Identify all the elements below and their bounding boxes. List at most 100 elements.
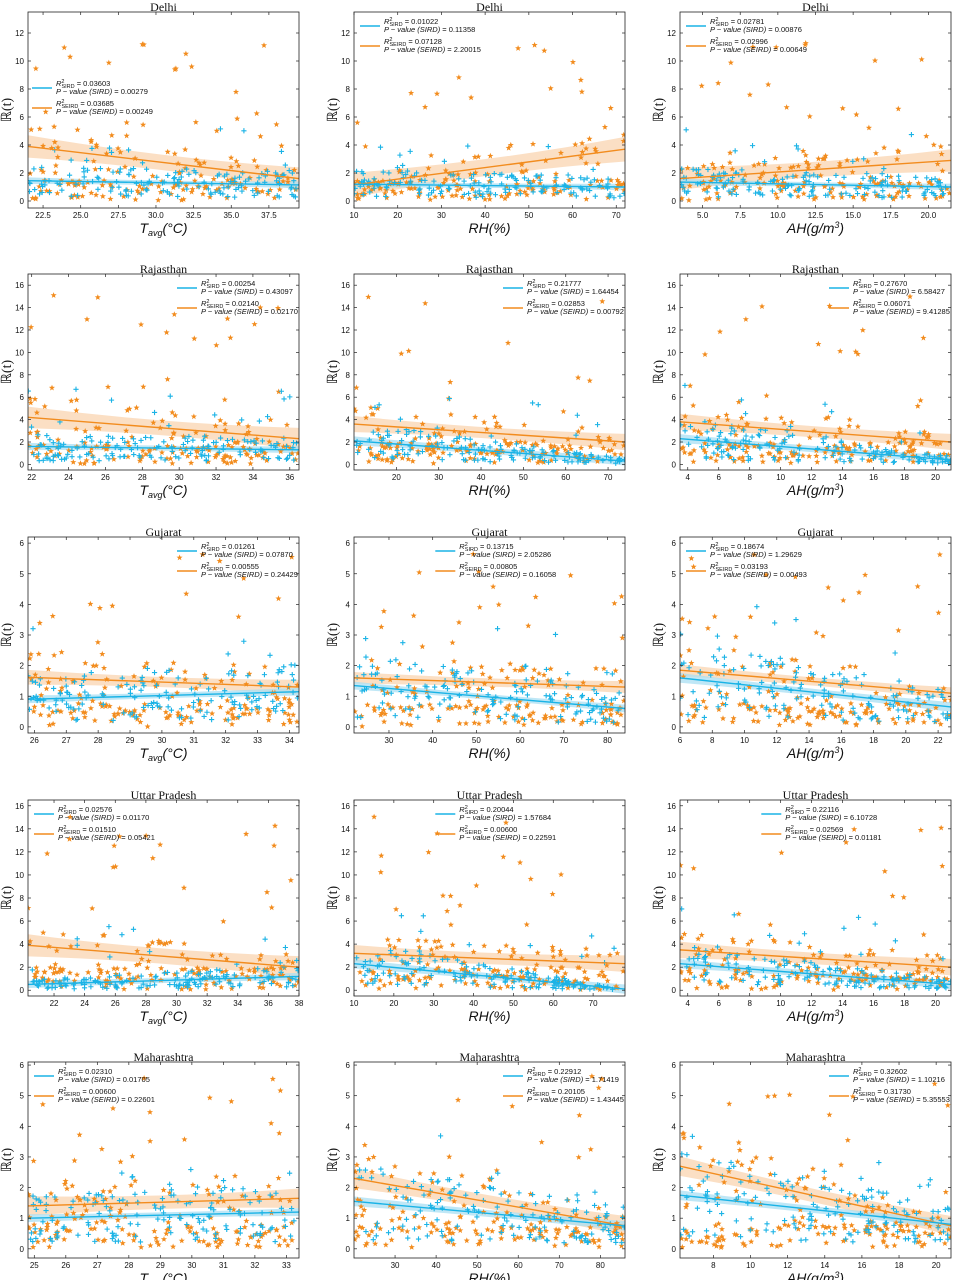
- sird-point: [265, 456, 272, 462]
- seird-point: [941, 450, 948, 457]
- seird-point: [289, 959, 296, 966]
- y-tick-label: 6: [346, 917, 351, 926]
- seird-point: [837, 429, 844, 435]
- sird-point: [797, 185, 803, 192]
- sird-point: [716, 978, 723, 984]
- panel-title: Gujarat: [146, 525, 183, 539]
- sird-point: [716, 646, 722, 652]
- seird-point: [100, 932, 107, 939]
- x-tick-label: 24: [80, 999, 89, 1008]
- seird-point: [272, 822, 279, 829]
- seird-point: [552, 170, 559, 177]
- sird-point: [497, 716, 504, 722]
- seird-point: [280, 178, 287, 184]
- seird-point: [518, 161, 525, 168]
- legend-r2-seird: R2 SEIRD = 0.06071: [853, 299, 911, 310]
- seird-point: [388, 459, 395, 465]
- seird-point: [792, 573, 799, 580]
- sird-point: [830, 671, 836, 678]
- sird-point: [944, 453, 950, 459]
- sird-fit-line: [680, 963, 951, 986]
- sird-point: [419, 668, 425, 674]
- seird-point: [407, 721, 414, 728]
- seird-point: [866, 951, 873, 958]
- seird-point: [776, 721, 783, 728]
- sird-point: [28, 188, 33, 195]
- sird-point: [205, 443, 211, 449]
- sird-point: [764, 704, 770, 710]
- seird-point: [49, 708, 56, 715]
- seird-point: [939, 167, 946, 174]
- sird-point: [879, 179, 885, 185]
- sird-point: [481, 183, 487, 190]
- sird-point: [734, 969, 740, 975]
- seird-point: [467, 171, 474, 177]
- sird-point: [96, 1210, 102, 1217]
- seird-point: [364, 701, 371, 708]
- seird-point: [178, 966, 185, 973]
- seird-point: [243, 681, 250, 687]
- sird-point: [138, 985, 144, 991]
- seird-point: [836, 160, 843, 166]
- sird-point: [96, 175, 102, 181]
- seird-point: [67, 943, 74, 949]
- sird-point: [725, 177, 731, 183]
- seird-point: [375, 455, 382, 462]
- seird-point: [852, 663, 859, 670]
- x-tick-label: 22: [27, 473, 36, 482]
- sird-point: [714, 944, 721, 950]
- sird-point: [521, 716, 528, 723]
- seird-point: [796, 442, 803, 449]
- seird-point: [836, 712, 843, 719]
- seird-point: [700, 178, 707, 185]
- y-tick-label: 6: [20, 393, 25, 402]
- seird-point: [253, 1243, 260, 1249]
- seird-point: [411, 685, 418, 692]
- sird-point: [71, 986, 77, 992]
- sird-point: [240, 1186, 246, 1192]
- seird-point: [118, 682, 125, 689]
- sird-point: [724, 955, 730, 961]
- seird-point: [800, 183, 807, 189]
- sird-point: [55, 452, 61, 458]
- seird-point: [921, 719, 927, 725]
- seird-point: [123, 132, 130, 139]
- seird-point: [168, 435, 175, 441]
- seird-point: [212, 422, 219, 429]
- seird-point: [36, 619, 43, 626]
- seird-point: [224, 697, 231, 704]
- sird-point: [479, 194, 486, 200]
- sird-point: [71, 679, 78, 685]
- sird-point: [895, 173, 902, 179]
- seird-point: [69, 715, 76, 721]
- sird-point: [527, 984, 533, 991]
- seird-point: [513, 702, 520, 708]
- seird-point: [781, 678, 788, 684]
- sird-point: [528, 180, 534, 186]
- y-tick-label: 0: [20, 723, 25, 732]
- sird-point: [471, 442, 477, 448]
- seird-point: [736, 701, 743, 708]
- seird-point: [290, 711, 297, 718]
- seird-point: [901, 450, 908, 457]
- seird-point: [864, 158, 871, 165]
- seird-point: [523, 191, 530, 198]
- legend-p-seird: P − value (SEIRD) = 0.00249: [56, 107, 153, 116]
- seird-point: [745, 705, 752, 712]
- seird-point: [800, 147, 807, 154]
- seird-point: [680, 615, 686, 622]
- seird-point: [28, 938, 34, 944]
- seird-point: [758, 171, 765, 178]
- legend-p-seird: P − value (SEIRD) = 0.05421: [58, 833, 155, 842]
- seird-point: [917, 397, 924, 403]
- seird-point: [122, 163, 129, 170]
- seird-point: [517, 187, 524, 194]
- seird-point: [723, 411, 730, 418]
- seird-point: [381, 982, 388, 988]
- seird-point: [202, 184, 209, 191]
- sird-point: [31, 978, 37, 984]
- seird-point: [545, 677, 552, 683]
- seird-point: [228, 706, 235, 713]
- seird-point: [73, 425, 80, 432]
